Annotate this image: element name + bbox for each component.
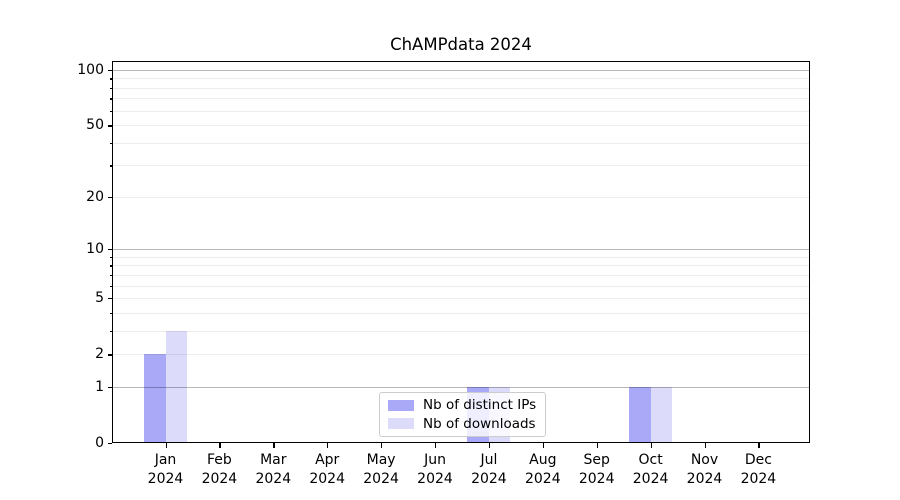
bar (165, 330, 187, 443)
y-tick-mark (107, 443, 112, 445)
x-tick-label: Aug 2024 (524, 452, 561, 487)
y-minor-tick-mark (109, 312, 112, 315)
major-gridline (112, 70, 810, 71)
y-minor-tick-mark (109, 110, 112, 113)
minor-gridline (112, 196, 810, 198)
major-gridline (112, 386, 810, 388)
minor-gridline (112, 265, 810, 267)
legend-item-distinct-ips: Nb of distinct IPs (388, 397, 537, 413)
x-tick-mark (758, 443, 760, 448)
minor-gridline (112, 98, 810, 100)
x-tick-label: Jan 2024 (147, 452, 184, 487)
y-minor-tick-mark (109, 165, 112, 167)
minor-gridline (112, 354, 810, 356)
x-tick-mark (381, 443, 383, 448)
minor-gridline (112, 285, 810, 287)
y-minor-tick-mark (109, 285, 112, 288)
x-tick-mark (327, 443, 329, 448)
x-tick-label: Jul 2024 (471, 452, 507, 487)
x-tick-label: Sep 2024 (578, 452, 615, 487)
chart-title: ChAMPdata 2024 (390, 35, 532, 54)
y-minor-tick-mark (109, 142, 112, 145)
x-tick-label: Mar 2024 (255, 452, 292, 487)
y-tick-mark (107, 70, 112, 72)
y-tick-mark (107, 249, 112, 251)
minor-gridline (112, 330, 810, 332)
major-gridline (112, 249, 810, 251)
y-tick-label: 50 (86, 117, 104, 134)
minor-gridline (112, 256, 810, 258)
plot-border (112, 61, 810, 443)
x-tick-mark (650, 443, 652, 448)
bar (629, 386, 651, 443)
y-tick-label: 20 (86, 188, 104, 205)
x-tick-label: Oct 2024 (632, 452, 669, 487)
x-tick-label: Feb 2024 (201, 452, 238, 487)
x-tick-mark (596, 443, 598, 448)
legend-label-downloads: Nb of downloads (423, 415, 536, 432)
x-tick-mark (219, 443, 221, 448)
legend: Nb of distinct IPs Nb of downloads (379, 392, 546, 437)
legend-swatch-downloads-icon (388, 418, 414, 430)
y-minor-tick-mark (109, 330, 112, 333)
y-tick-label: 2 (95, 346, 104, 363)
minor-gridline (112, 312, 810, 314)
y-tick-mark (107, 196, 112, 199)
x-tick-label: Nov 2024 (686, 452, 723, 487)
x-tick-label: Apr 2024 (309, 452, 345, 487)
y-tick-mark (107, 125, 112, 127)
y-tick-mark (107, 386, 112, 389)
y-tick-mark (107, 354, 112, 356)
x-tick-mark (435, 443, 437, 448)
y-minor-tick-mark (109, 78, 112, 80)
legend-label-distinct-ips: Nb of distinct IPs (423, 397, 537, 414)
x-tick-mark (273, 443, 275, 448)
y-minor-tick-mark (109, 265, 112, 267)
y-minor-tick-mark (109, 256, 112, 259)
x-tick-label: Jun 2024 (417, 452, 453, 487)
x-tick-mark (488, 443, 491, 448)
minor-gridline (112, 110, 810, 112)
y-tick-label: 0 (95, 435, 104, 451)
y-tick-label: 10 (86, 241, 104, 258)
bar (144, 354, 166, 443)
x-tick-mark (704, 443, 706, 448)
x-tick-mark (542, 443, 545, 448)
minor-gridline (112, 87, 810, 89)
minor-gridline (112, 125, 810, 127)
legend-swatch-distinct-ips-icon (388, 399, 414, 411)
minor-gridline (112, 165, 810, 167)
x-tick-label: Dec 2024 (740, 452, 777, 487)
y-tick-mark (107, 298, 112, 300)
y-tick-label: 100 (77, 62, 104, 78)
y-tick-label: 1 (95, 378, 104, 395)
x-tick-label: May 2024 (363, 452, 399, 487)
minor-gridline (112, 298, 810, 300)
y-minor-tick-mark (109, 98, 112, 100)
minor-gridline (112, 78, 810, 80)
legend-item-downloads: Nb of downloads (388, 416, 537, 432)
minor-gridline (112, 142, 810, 144)
y-minor-tick-mark (109, 274, 112, 277)
x-tick-mark (165, 443, 167, 448)
minor-gridline (112, 274, 810, 276)
y-minor-tick-mark (109, 87, 112, 90)
y-tick-label: 5 (95, 290, 104, 307)
bar (650, 386, 673, 443)
